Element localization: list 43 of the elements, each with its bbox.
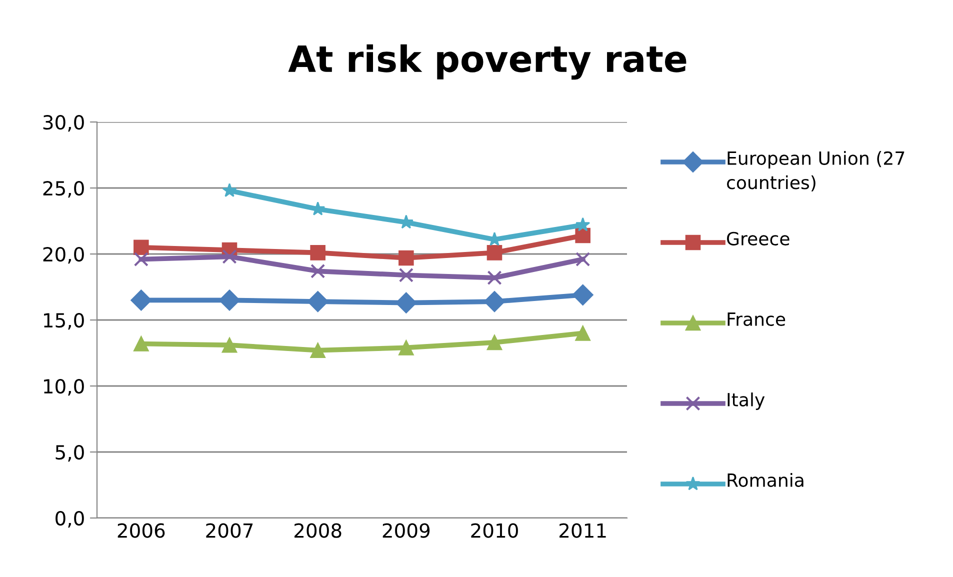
x-tick-label: 2009 bbox=[382, 523, 430, 538]
legend-label: Romania bbox=[728, 473, 804, 487]
x-tick-label: 2007 bbox=[206, 523, 253, 538]
legend-label: Greece bbox=[727, 232, 790, 246]
point bbox=[484, 291, 506, 312]
point bbox=[575, 326, 590, 341]
point bbox=[222, 183, 237, 197]
y-tick-label: 25,0 bbox=[43, 180, 84, 198]
point bbox=[576, 217, 590, 232]
x-tick-label: 2008 bbox=[294, 523, 342, 538]
point bbox=[487, 270, 502, 286]
point bbox=[486, 245, 502, 260]
legend-label: Italy bbox=[728, 392, 765, 410]
point bbox=[130, 290, 152, 311]
y-tick-label: 5,0 bbox=[56, 444, 84, 462]
point bbox=[486, 334, 502, 350]
y-tick-label: 30,0 bbox=[43, 114, 84, 132]
point bbox=[222, 249, 237, 264]
chart-title: At risk poverty rate bbox=[288, 44, 686, 80]
y-tick-label: 20,0 bbox=[43, 246, 84, 264]
x-tick-label: 2011 bbox=[560, 523, 606, 538]
point bbox=[398, 268, 414, 282]
point bbox=[134, 336, 149, 352]
point bbox=[134, 240, 149, 256]
y-tick-label: 15,0 bbox=[44, 312, 84, 330]
point bbox=[572, 284, 594, 306]
point bbox=[396, 292, 417, 314]
point bbox=[398, 250, 414, 266]
y-tick-label: 0,0 bbox=[56, 510, 84, 528]
point bbox=[310, 245, 326, 260]
point bbox=[310, 264, 326, 278]
point bbox=[576, 252, 590, 267]
legend-label: European Union (27 countries) bbox=[726, 151, 904, 192]
x-tick-label: 2006 bbox=[118, 523, 165, 538]
point bbox=[307, 291, 328, 312]
legend-label: France bbox=[728, 312, 786, 326]
point bbox=[310, 342, 326, 358]
point bbox=[575, 228, 590, 244]
y-tick-label: 10,0 bbox=[44, 378, 84, 396]
point bbox=[222, 337, 238, 353]
point bbox=[134, 252, 148, 267]
point bbox=[398, 340, 414, 356]
x-tick-label: 2010 bbox=[471, 523, 518, 538]
